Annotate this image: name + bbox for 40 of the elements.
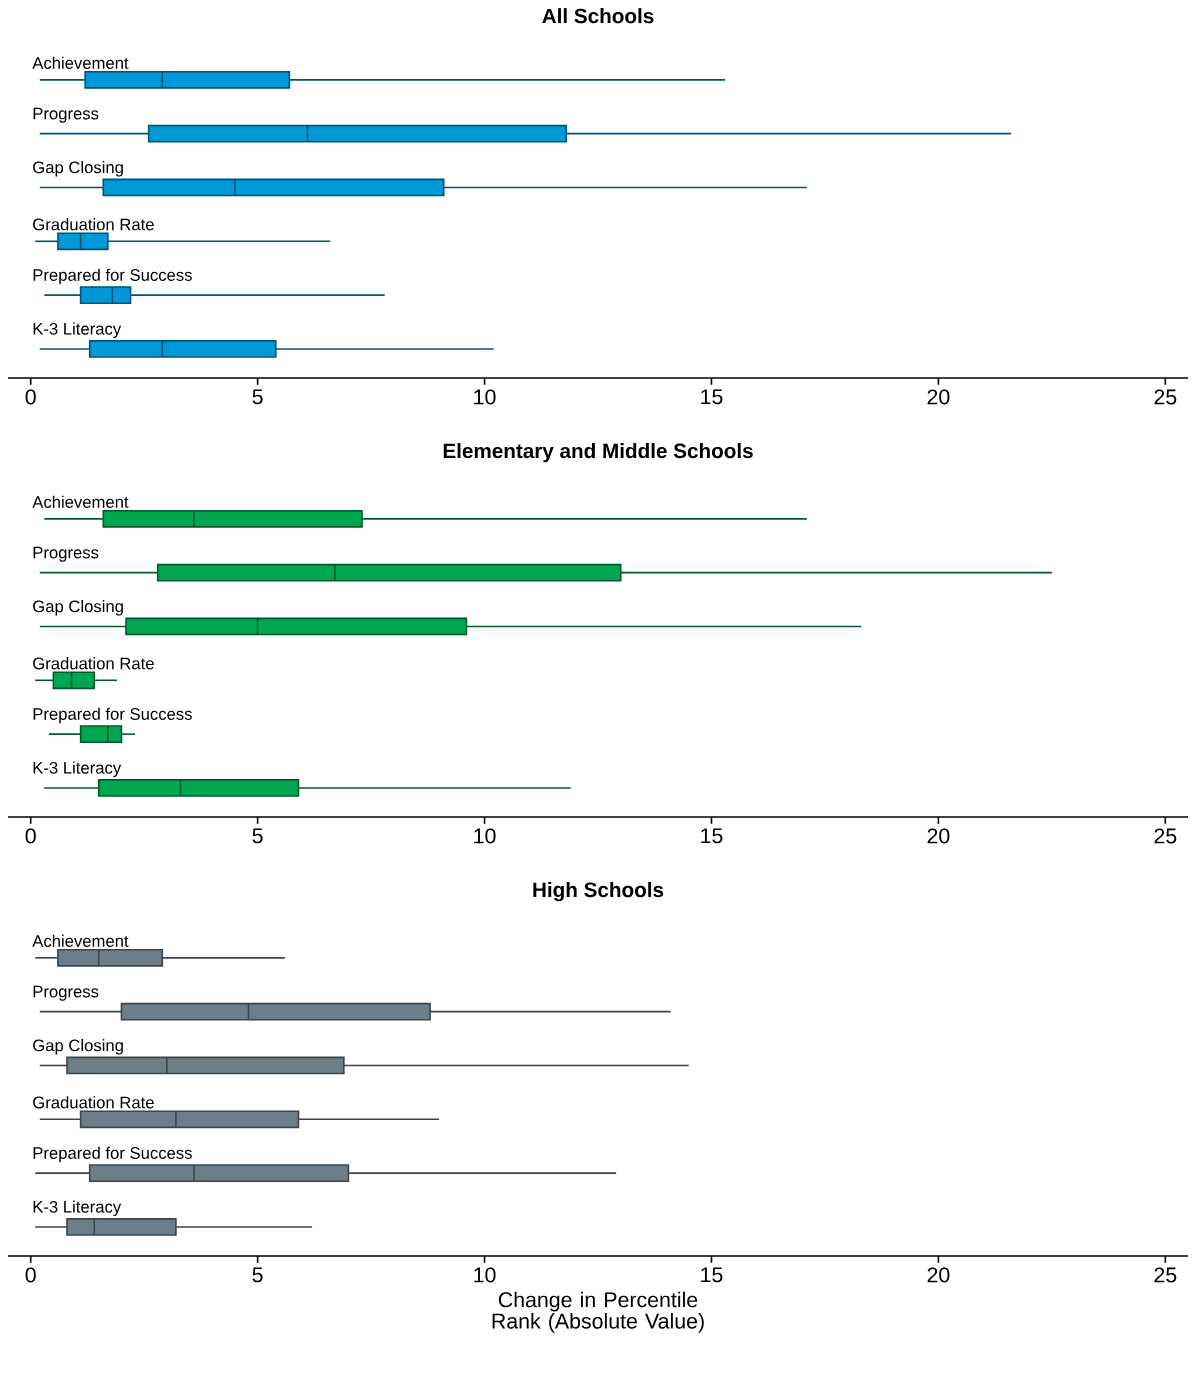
y-tick-label: K-3 Literacy	[33, 1200, 122, 1217]
x-tick-label: 5	[252, 389, 263, 405]
x-tick-label: 25	[1154, 828, 1177, 844]
chart-title: Elementary and Middle Schools	[443, 443, 753, 463]
x-tick-label: 25	[1154, 1267, 1177, 1283]
x-tick-label: 5	[252, 828, 263, 844]
y-tick-label: Gap Closing	[33, 1039, 123, 1055]
x-axis-title: Change in Percentile Rank (Absolute Value)	[492, 1291, 704, 1333]
y-tick-label: Prepared for Success	[33, 268, 192, 285]
y-tick-label: Graduation Rate	[33, 1096, 154, 1109]
y-tick-label: Gap Closing	[33, 161, 123, 177]
y-tick-label: Gap Closing	[33, 600, 123, 616]
y-tick-label: Progress	[33, 107, 99, 123]
y-tick-label: K-3 Literacy	[33, 322, 122, 338]
x-tick-label: 0	[25, 389, 36, 405]
y-tick-label: Prepared for Success	[33, 1146, 192, 1163]
y-tick-label: Graduation Rate	[33, 218, 154, 231]
x-tick-label: 25	[1154, 389, 1177, 405]
y-tick-label: Progress	[33, 985, 99, 1001]
x-tick-label: 0	[25, 828, 36, 844]
y-tick-label: Achievement	[32, 934, 129, 947]
chart-title: High Schools	[533, 881, 664, 902]
x-tick-label: 20	[927, 828, 950, 844]
y-tick-label: Prepared for Success	[33, 707, 192, 724]
x-tick-label: 5	[252, 1267, 263, 1283]
x-tick-label: 15	[701, 1267, 723, 1283]
x-tick-label: 10	[474, 389, 496, 405]
x-tick-label: 15	[701, 389, 723, 405]
x-tick-label: 0	[25, 1267, 36, 1283]
x-tick-label: 20	[927, 1267, 950, 1283]
y-tick-label: Graduation Rate	[33, 657, 154, 670]
x-tick-label: 15	[701, 828, 723, 844]
x-tick-label: 20	[927, 389, 950, 405]
x-tick-label: 10	[474, 1267, 496, 1283]
y-tick-label: Progress	[33, 546, 99, 562]
y-tick-label: Achievement	[32, 495, 129, 508]
chart-title: All Schools	[542, 8, 654, 24]
x-tick-label: 10	[474, 828, 496, 844]
y-tick-label: Achievement	[32, 56, 129, 69]
y-tick-label: K-3 Literacy	[33, 761, 122, 778]
